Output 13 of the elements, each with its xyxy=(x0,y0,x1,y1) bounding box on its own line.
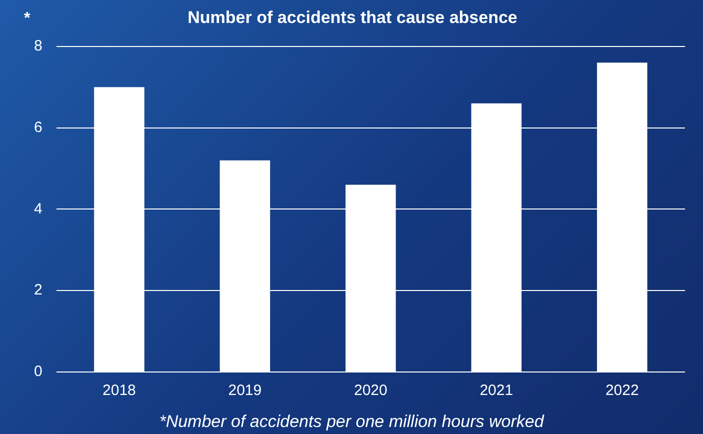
x-tick-label: 2020 xyxy=(354,382,388,400)
y-tick-label: 6 xyxy=(34,118,42,136)
y-tick-label: 2 xyxy=(34,282,42,299)
x-tick-label: 2018 xyxy=(102,382,136,400)
chart-title: Number of accidents that cause absence xyxy=(188,8,518,27)
text: * xyxy=(24,10,30,28)
y-tick-label: 0 xyxy=(34,363,42,380)
y-tick-label: 8 xyxy=(34,38,42,55)
x-tick-label: 2019 xyxy=(228,382,262,400)
x-tick-label: 2021 xyxy=(480,382,514,400)
text: *Number of accidents per one million hours worked xyxy=(158,412,546,432)
y-tick-label: 4 xyxy=(34,200,42,218)
x-tick-label: 2022 xyxy=(605,382,639,400)
